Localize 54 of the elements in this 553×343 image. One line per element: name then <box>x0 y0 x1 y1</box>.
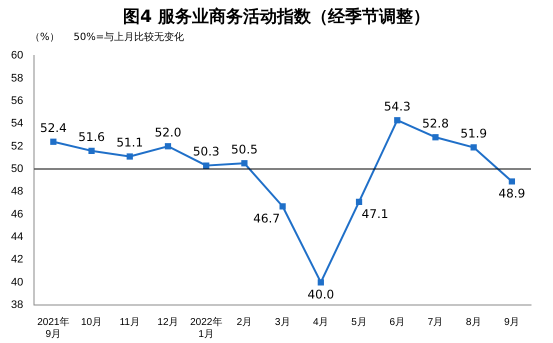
data-label: 54.3 <box>384 99 411 114</box>
x-tick-label: 2月 <box>236 316 252 328</box>
x-tick-label: 2021年 9月 <box>37 316 70 340</box>
x-tick-label: 6月 <box>389 316 406 328</box>
data-label: 50.3 <box>192 144 220 159</box>
point <box>356 198 362 205</box>
point <box>50 138 56 145</box>
data-label: 50.5 <box>231 142 258 156</box>
y-tick-label: 52 <box>10 140 24 152</box>
y-tick-label: 42 <box>10 254 24 266</box>
chart-title: 图4 服务业商务活动指数（经季节调整） <box>122 6 431 29</box>
data-label: 40.0 <box>307 287 334 302</box>
data-label: 52.0 <box>154 125 182 140</box>
point <box>432 134 439 140</box>
y-tick-label: 60 <box>10 50 24 62</box>
y-tick-label: 58 <box>10 72 24 84</box>
x-tick-label: 5月 <box>351 316 367 328</box>
text: （%） <box>30 32 60 43</box>
y-tick-label: 46 <box>10 208 24 220</box>
y-tick-label: 48 <box>10 186 24 198</box>
x-tick-label: 11月 <box>120 316 140 328</box>
data-label: 51.6 <box>78 130 105 144</box>
point <box>508 178 516 185</box>
point <box>394 117 400 124</box>
point <box>318 279 324 286</box>
text: 50%=与上月比较无变化 <box>74 32 184 43</box>
x-tick-label: 4月 <box>313 316 329 328</box>
data-label: 51.9 <box>460 126 488 141</box>
data-label: 47.1 <box>362 206 388 221</box>
point <box>164 143 172 150</box>
y-tick-label: 56 <box>10 94 24 107</box>
y-tick-label: 44 <box>10 231 24 244</box>
x-tick-label: 7月 <box>428 316 444 328</box>
x-tick-label: 3月 <box>274 316 290 328</box>
y-tick-label: 50 <box>10 162 24 175</box>
x-tick-label: 8月 <box>466 316 482 328</box>
y-tick-label: 40 <box>10 276 24 288</box>
point <box>470 144 477 151</box>
data-label: 52.8 <box>422 116 449 130</box>
data-label: 51.1 <box>116 136 144 150</box>
point <box>126 153 133 160</box>
point <box>241 160 248 166</box>
x-tick-label: 9月 <box>504 316 520 328</box>
x-tick-label: 2022年 1月 <box>190 316 222 340</box>
x-tick-label: 12月 <box>157 316 179 328</box>
point <box>203 162 210 169</box>
y-tick-label: 54 <box>10 118 24 130</box>
x-tick-label: 10月 <box>80 316 102 328</box>
point <box>279 203 286 210</box>
data-label: 46.7 <box>253 212 280 226</box>
data-label: 48.9 <box>498 186 526 201</box>
y-tick-label: 38 <box>10 299 24 312</box>
data-label: 52.4 <box>40 120 67 135</box>
point <box>88 148 95 154</box>
